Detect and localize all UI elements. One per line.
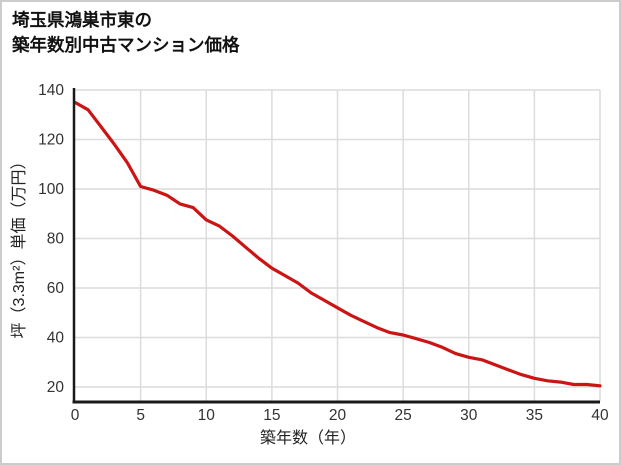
y-tick-label: 140	[38, 82, 64, 99]
x-axis-title: 築年数（年）	[260, 429, 356, 447]
x-tick-label: 40	[591, 407, 609, 424]
y-tick-label: 40	[47, 330, 65, 347]
chart-title-line2: 築年数別中古マンション価格	[12, 35, 240, 55]
x-tick-label: 10	[198, 407, 216, 424]
y-tick-label: 80	[47, 231, 65, 248]
y-tick-label: 120	[38, 132, 64, 149]
y-tick-label: 60	[47, 280, 65, 297]
x-tick-label: 5	[136, 407, 145, 424]
y-tick-label: 20	[47, 379, 65, 396]
y-axis-title: 坪（3.3m²）単価（万円）	[10, 154, 28, 339]
x-tick-label: 0	[71, 407, 80, 424]
chart-title: 埼玉県鴻巣市東の築年数別中古マンション価格	[12, 8, 240, 58]
x-tick-label: 30	[460, 407, 478, 424]
x-tick-label: 25	[395, 407, 412, 424]
x-tick-label: 20	[329, 407, 347, 424]
x-tick-label: 35	[526, 407, 543, 424]
chart-title-line1: 埼玉県鴻巣市東の	[12, 10, 152, 30]
y-tick-label: 100	[38, 181, 64, 198]
price-line	[73, 100, 602, 388]
x-tick-label: 15	[263, 407, 280, 424]
